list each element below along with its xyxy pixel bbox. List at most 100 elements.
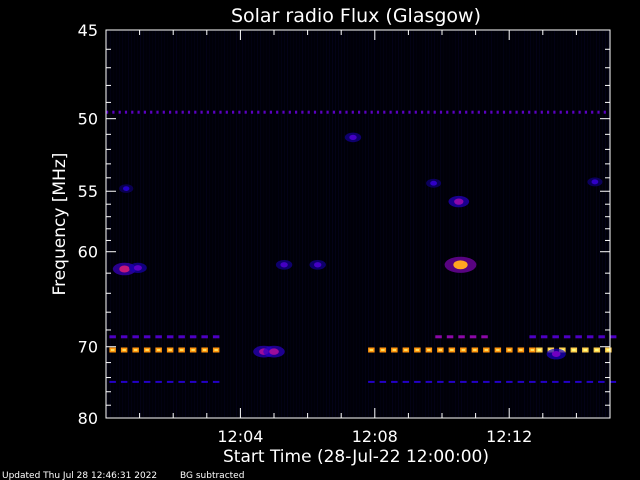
noise-column [482,31,483,417]
noise-column [416,31,417,417]
band-dash [389,110,392,114]
band-dash [448,380,456,383]
noise-column [599,31,600,417]
noise-column [230,31,231,417]
noise-column [392,31,393,417]
band-dash [358,110,361,114]
burst-core [453,260,468,270]
noise-column [605,31,606,417]
band-dash [282,110,285,114]
noise-column [413,31,414,417]
band-core [179,349,184,351]
band-dash [565,110,569,114]
band-dash [471,380,479,383]
band-dash [155,335,162,339]
noise-column [317,31,318,417]
band-core [404,349,408,351]
band-dash [131,110,134,114]
band-dash [257,110,260,114]
noise-column [236,31,237,417]
noise-column [362,31,363,417]
noise-column [344,31,345,417]
y-tick-label: 55 [78,182,98,201]
burst-core [119,265,130,273]
emission-bands [106,110,617,383]
band-dash [586,380,594,383]
band-dash [364,110,367,114]
band-dash [212,335,220,339]
burst-core [123,186,130,191]
band-dash [276,110,279,114]
burst-core [454,198,464,205]
band-dash [402,380,410,383]
band-dash [326,110,329,114]
noise-column [233,31,234,417]
band-core [168,349,172,351]
noise-column [551,31,552,417]
noise-column [257,31,258,417]
plot-area [106,30,617,418]
band-dash [370,110,373,114]
noise-column [251,31,252,417]
background-texture [107,31,609,417]
noise-column [191,31,192,417]
noise-column [578,31,579,417]
band-dash [547,110,550,114]
band-dash [477,110,480,114]
band-dash [483,380,490,383]
bg-subtracted-note: BG subtracted [180,471,244,480]
band-dash [575,380,582,383]
burst-core [280,262,288,268]
noise-column [431,31,432,417]
noise-column [200,31,201,417]
plot-background [106,30,610,418]
band-dash [376,110,380,114]
noise-column [329,31,330,417]
noise-column [299,31,300,417]
band-dash [213,110,216,114]
burst-core [551,351,561,357]
y-axis: 45 50 55 60 70 80 [78,21,610,428]
burst-core [430,180,437,186]
band-dash [414,380,421,383]
noise-column [515,31,516,417]
band-core [415,349,420,351]
noise-column [494,31,495,417]
band-dash [494,380,502,383]
band-dash [175,110,178,114]
noise-column [122,31,123,417]
band-core [133,349,138,351]
noise-column [560,31,561,417]
band-core [450,349,454,351]
band-core [606,349,611,351]
band-core [191,349,195,351]
band-dash [414,110,417,114]
noise-column [176,31,177,417]
band-core [392,349,397,351]
band-core [122,349,126,351]
band-dash [206,110,209,114]
noise-column [425,31,426,417]
noise-column [215,31,216,417]
band-core [595,349,599,351]
band-dash [189,380,197,383]
burst-core [314,262,322,268]
noise-column [443,31,444,417]
band-dash [250,110,254,114]
noise-column [554,31,555,417]
band-core [145,349,149,351]
noise-column [305,31,306,417]
noise-column [287,31,288,417]
noise-column [245,31,246,417]
x-axis: 12:04 12:08 12:12 [139,30,577,446]
band-dash [120,380,128,383]
noise-column [197,31,198,417]
band-dash [187,110,191,114]
band-dash [427,110,430,114]
band-dash [572,110,575,114]
band-core [583,349,588,351]
band-dash [460,380,467,383]
band-dash [563,335,571,339]
band-core [427,349,431,351]
band-dash [269,110,272,114]
